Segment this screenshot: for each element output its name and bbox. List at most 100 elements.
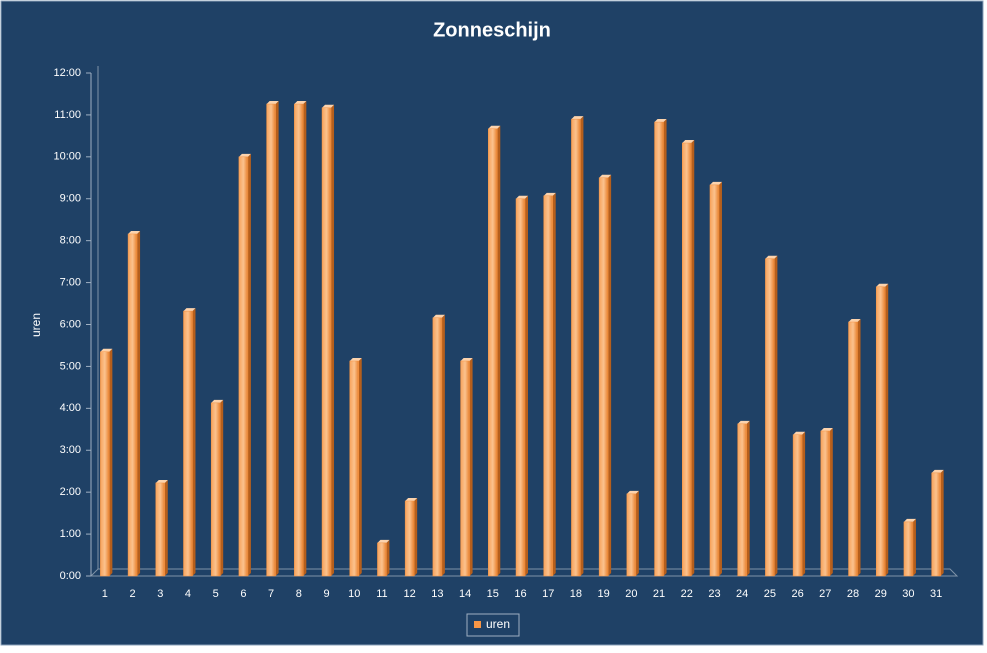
x-tick-label: 23	[708, 588, 720, 600]
bar-side	[691, 140, 695, 576]
bar	[848, 321, 858, 577]
x-tick-label: 15	[487, 588, 499, 600]
bar	[432, 317, 443, 577]
bar-top	[765, 255, 778, 259]
bar-side	[331, 104, 335, 576]
x-tick-label: 5	[213, 588, 219, 600]
y-tick-label: 5:00	[60, 360, 81, 372]
bar-top	[294, 101, 307, 105]
bar-side	[829, 427, 833, 576]
x-tick-label: 4	[185, 588, 191, 600]
bar	[820, 430, 831, 577]
y-tick-label: 3:00	[60, 444, 81, 456]
bar	[709, 184, 720, 577]
x-tick-label: 1	[102, 588, 108, 600]
bar	[294, 103, 304, 577]
x-tick-label: 12	[404, 588, 416, 600]
x-tick-label: 14	[459, 588, 471, 600]
x-tick-label: 30	[902, 588, 914, 600]
bar-top	[876, 283, 889, 287]
bar-side	[552, 192, 556, 576]
bar	[598, 177, 609, 577]
bar	[210, 402, 221, 577]
bar	[460, 360, 470, 577]
x-tick-label: 20	[625, 588, 637, 600]
bar-top	[128, 230, 141, 234]
bar-top	[377, 539, 390, 543]
bar	[626, 493, 637, 577]
bar-top	[709, 181, 722, 185]
x-tick-label: 3	[157, 588, 163, 600]
bar-side	[303, 101, 307, 576]
x-tick-label: 31	[930, 588, 942, 600]
bar	[404, 500, 415, 577]
bar-top	[793, 431, 806, 435]
bar-side	[441, 314, 445, 576]
bar-side	[275, 101, 279, 576]
x-tick-label: 22	[681, 588, 693, 600]
y-tick-label: 12:00	[53, 67, 81, 79]
bar-top	[405, 497, 418, 501]
bar-top	[516, 195, 528, 199]
bar-top	[543, 192, 556, 196]
bar	[488, 128, 498, 577]
x-tick-label: 18	[570, 588, 582, 600]
bar-top	[432, 314, 445, 318]
bar	[349, 360, 359, 577]
bar-side	[802, 431, 806, 576]
bar	[931, 472, 941, 577]
bar	[543, 195, 553, 577]
x-tick-label: 17	[542, 588, 554, 600]
bar	[321, 107, 332, 577]
y-tick-label: 1:00	[60, 528, 81, 540]
bar-side	[109, 348, 113, 576]
bar-top	[599, 174, 612, 178]
bar-side	[358, 357, 362, 576]
bar	[571, 118, 581, 577]
bar-top	[100, 348, 113, 352]
y-tick-label: 6:00	[60, 318, 81, 330]
bar	[792, 434, 803, 577]
legend: uren	[466, 613, 520, 637]
bar-side	[885, 283, 889, 576]
bar	[155, 482, 166, 577]
bar	[682, 142, 692, 577]
bar-top	[571, 116, 584, 120]
bar-side	[469, 357, 473, 576]
x-tick-label: 27	[819, 588, 831, 600]
x-tick-label: 11	[376, 588, 387, 600]
bar-top	[682, 140, 695, 144]
x-tick-label: 9	[323, 588, 329, 600]
legend-swatch	[474, 621, 481, 628]
bar	[238, 156, 249, 577]
x-tick-label: 28	[847, 588, 859, 600]
bar	[183, 310, 193, 577]
bar	[654, 121, 664, 577]
bar-side	[164, 479, 168, 576]
bar-top	[488, 125, 501, 129]
legend-box	[466, 613, 520, 637]
y-tick-label: 4:00	[60, 402, 81, 414]
bar-side	[386, 539, 390, 576]
x-tick-label: 10	[348, 588, 360, 600]
bar-side	[247, 153, 251, 577]
bar	[875, 286, 886, 577]
chart-title: Zonneschijn	[433, 19, 551, 41]
bar-top	[626, 490, 639, 494]
bar-side	[192, 308, 196, 576]
x-tick-label: 16	[514, 588, 526, 600]
bar-side	[497, 125, 501, 576]
bar-side	[635, 490, 639, 576]
bar	[127, 233, 138, 577]
bar-side	[137, 230, 141, 576]
x-tick-label: 29	[875, 588, 887, 600]
bar-side	[663, 119, 667, 576]
y-tick-label: 7:00	[60, 276, 81, 288]
x-tick-label: 25	[764, 588, 776, 600]
bar	[737, 423, 747, 577]
y-tick-label: 11:00	[54, 109, 81, 121]
bar	[266, 103, 276, 577]
bar-top	[931, 469, 944, 473]
bar	[903, 521, 914, 577]
y-tick-label: 2:00	[60, 486, 81, 498]
